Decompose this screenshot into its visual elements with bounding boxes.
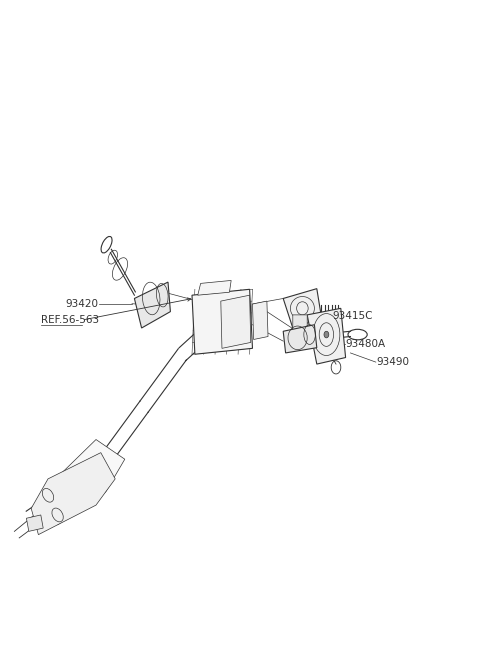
Polygon shape: [293, 315, 307, 338]
Polygon shape: [307, 308, 346, 364]
Polygon shape: [252, 301, 268, 339]
Ellipse shape: [324, 331, 329, 338]
Text: 93490: 93490: [377, 357, 410, 367]
Polygon shape: [192, 289, 252, 354]
Text: 93420: 93420: [65, 298, 98, 309]
Text: 93480A: 93480A: [346, 339, 386, 350]
Polygon shape: [134, 282, 170, 328]
Polygon shape: [221, 295, 251, 348]
Polygon shape: [26, 515, 43, 531]
Polygon shape: [283, 325, 317, 353]
Text: REF.56-563: REF.56-563: [41, 315, 99, 325]
Polygon shape: [31, 453, 115, 535]
Polygon shape: [48, 440, 125, 525]
Text: 93415C: 93415C: [332, 311, 372, 321]
Polygon shape: [198, 281, 231, 295]
Polygon shape: [283, 289, 322, 328]
